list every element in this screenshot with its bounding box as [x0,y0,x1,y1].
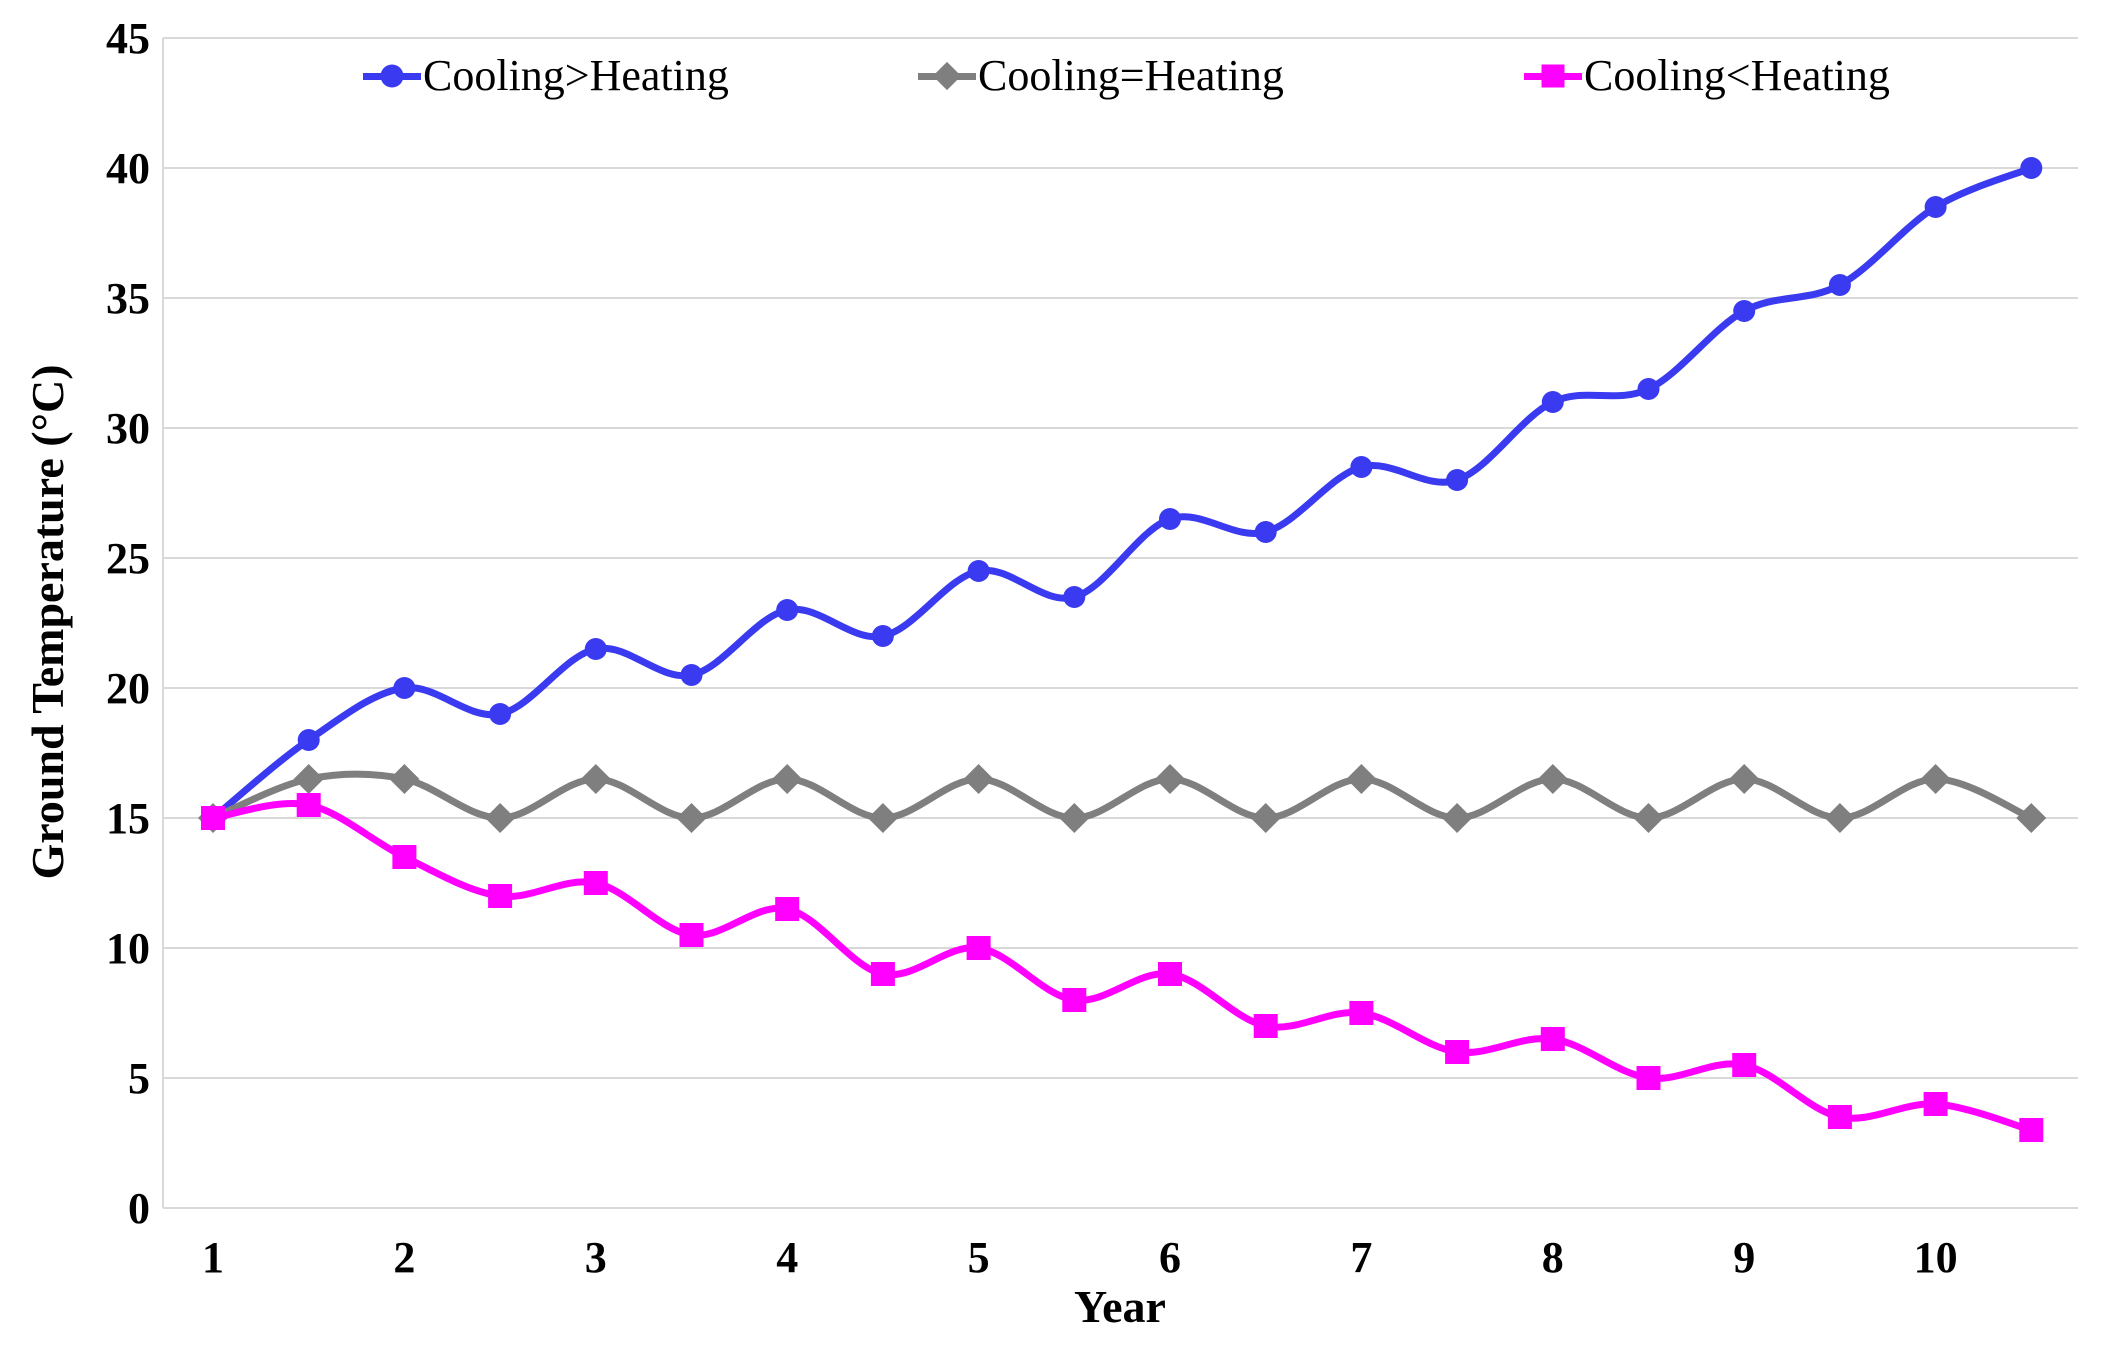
y-tick-label: 15 [106,794,150,843]
legend-label: Cooling<Heating [1584,51,1890,100]
data-point-marker [2016,803,2047,833]
data-point-marker [775,897,800,921]
legend-item-cooling-eq-heating: Cooling=Heating [918,52,1284,100]
legend-item-cooling-gt-heating: Cooling>Heating [363,52,729,100]
data-point-marker [1729,764,1760,794]
legend-label: Cooling=Heating [978,51,1284,100]
data-point-marker [1541,391,1564,413]
x-tick-label: 1 [202,1233,224,1282]
data-point-marker [1346,764,1377,794]
data-point-marker [2019,1118,2044,1142]
data-point-marker [1924,196,1947,218]
x-tick-label: 6 [1159,1233,1181,1282]
series-line-cooling-eq-heating [209,770,2035,822]
data-point-marker [584,638,607,660]
series-line-cooling-gt-heating [209,164,2035,822]
x-tick-label: 4 [776,1233,798,1282]
y-tick-label: 45 [106,14,150,63]
x-tick-label: 5 [968,1233,990,1282]
legend-marker-line [363,64,421,88]
y-tick-label: 30 [106,404,150,453]
data-point-marker [392,845,417,869]
x-axis-title: Year [1074,1281,1166,1332]
data-point-marker [485,803,516,833]
data-point-marker [1442,803,1473,833]
data-point-marker [679,923,704,947]
y-tick-label: 10 [106,924,150,973]
data-point-marker [1445,1040,1470,1064]
data-point-marker [1250,803,1281,833]
data-point-marker [293,764,324,794]
data-point-marker [1254,521,1277,543]
data-point-marker [1827,1105,1852,1129]
data-point-marker [871,625,894,647]
data-point-marker [772,764,803,794]
data-point-marker [297,729,320,751]
legend-marker-line [1524,64,1582,88]
data-point-marker [1446,469,1469,491]
legend-label: Cooling>Heating [423,51,729,100]
y-tick-label: 35 [106,274,150,323]
data-point-marker [680,664,703,686]
data-point-marker [583,871,608,895]
legend-square-icon [1541,64,1565,88]
data-point-marker [1062,988,1087,1012]
legend-circle-icon [380,64,404,88]
x-tick-label: 10 [1914,1233,1958,1282]
x-tick-label: 3 [585,1233,607,1282]
y-tick-label: 5 [128,1054,150,1103]
legend-diamond-icon [932,61,962,91]
data-point-marker [201,806,225,830]
y-tick-label: 25 [106,534,150,583]
legend-marker-line [918,61,976,91]
data-point-marker [1159,508,1181,530]
series-line-cooling-lt-heating [209,800,2035,1134]
data-point-marker [1059,803,1090,833]
data-point-marker [967,560,990,582]
data-point-marker [1155,764,1185,794]
data-point-marker [1828,274,1851,296]
data-point-marker [580,764,611,794]
data-point-marker [393,677,416,699]
data-point-marker [1349,1001,1374,1025]
data-point-marker [1637,378,1660,400]
y-tick-label: 40 [106,144,150,193]
data-point-marker [870,962,895,986]
data-point-marker [963,764,994,794]
data-point-marker [1350,456,1373,478]
data-point-marker [296,793,321,817]
data-point-marker [389,764,420,794]
data-point-marker [1920,764,1951,794]
data-point-marker [2020,157,2043,179]
data-point-marker [1732,1053,1757,1077]
data-point-marker [1824,803,1855,833]
data-point-marker [488,884,513,908]
data-point-marker [1253,1014,1278,1038]
data-point-marker [676,803,707,833]
data-point-marker [1633,803,1664,833]
data-point-marker [1636,1066,1661,1090]
y-tick-label: 0 [128,1184,150,1233]
data-point-marker [1733,300,1756,322]
x-tick-label: 9 [1733,1233,1755,1282]
data-point-marker [1537,764,1568,794]
data-point-marker [776,599,799,621]
y-axis-title: Ground Temperature (°C) [22,364,73,880]
data-point-marker [489,703,512,725]
y-tick-label: 20 [106,664,150,713]
x-tick-label: 2 [393,1233,415,1282]
data-point-marker [1158,962,1182,986]
data-point-marker [1923,1092,1948,1116]
data-point-marker [1063,586,1086,608]
data-point-marker [1540,1027,1565,1051]
legend-item-cooling-lt-heating: Cooling<Heating [1524,52,1890,100]
x-tick-label: 8 [1542,1233,1564,1282]
x-tick-label: 7 [1350,1233,1372,1282]
data-point-marker [867,803,898,833]
data-point-marker [966,936,991,960]
